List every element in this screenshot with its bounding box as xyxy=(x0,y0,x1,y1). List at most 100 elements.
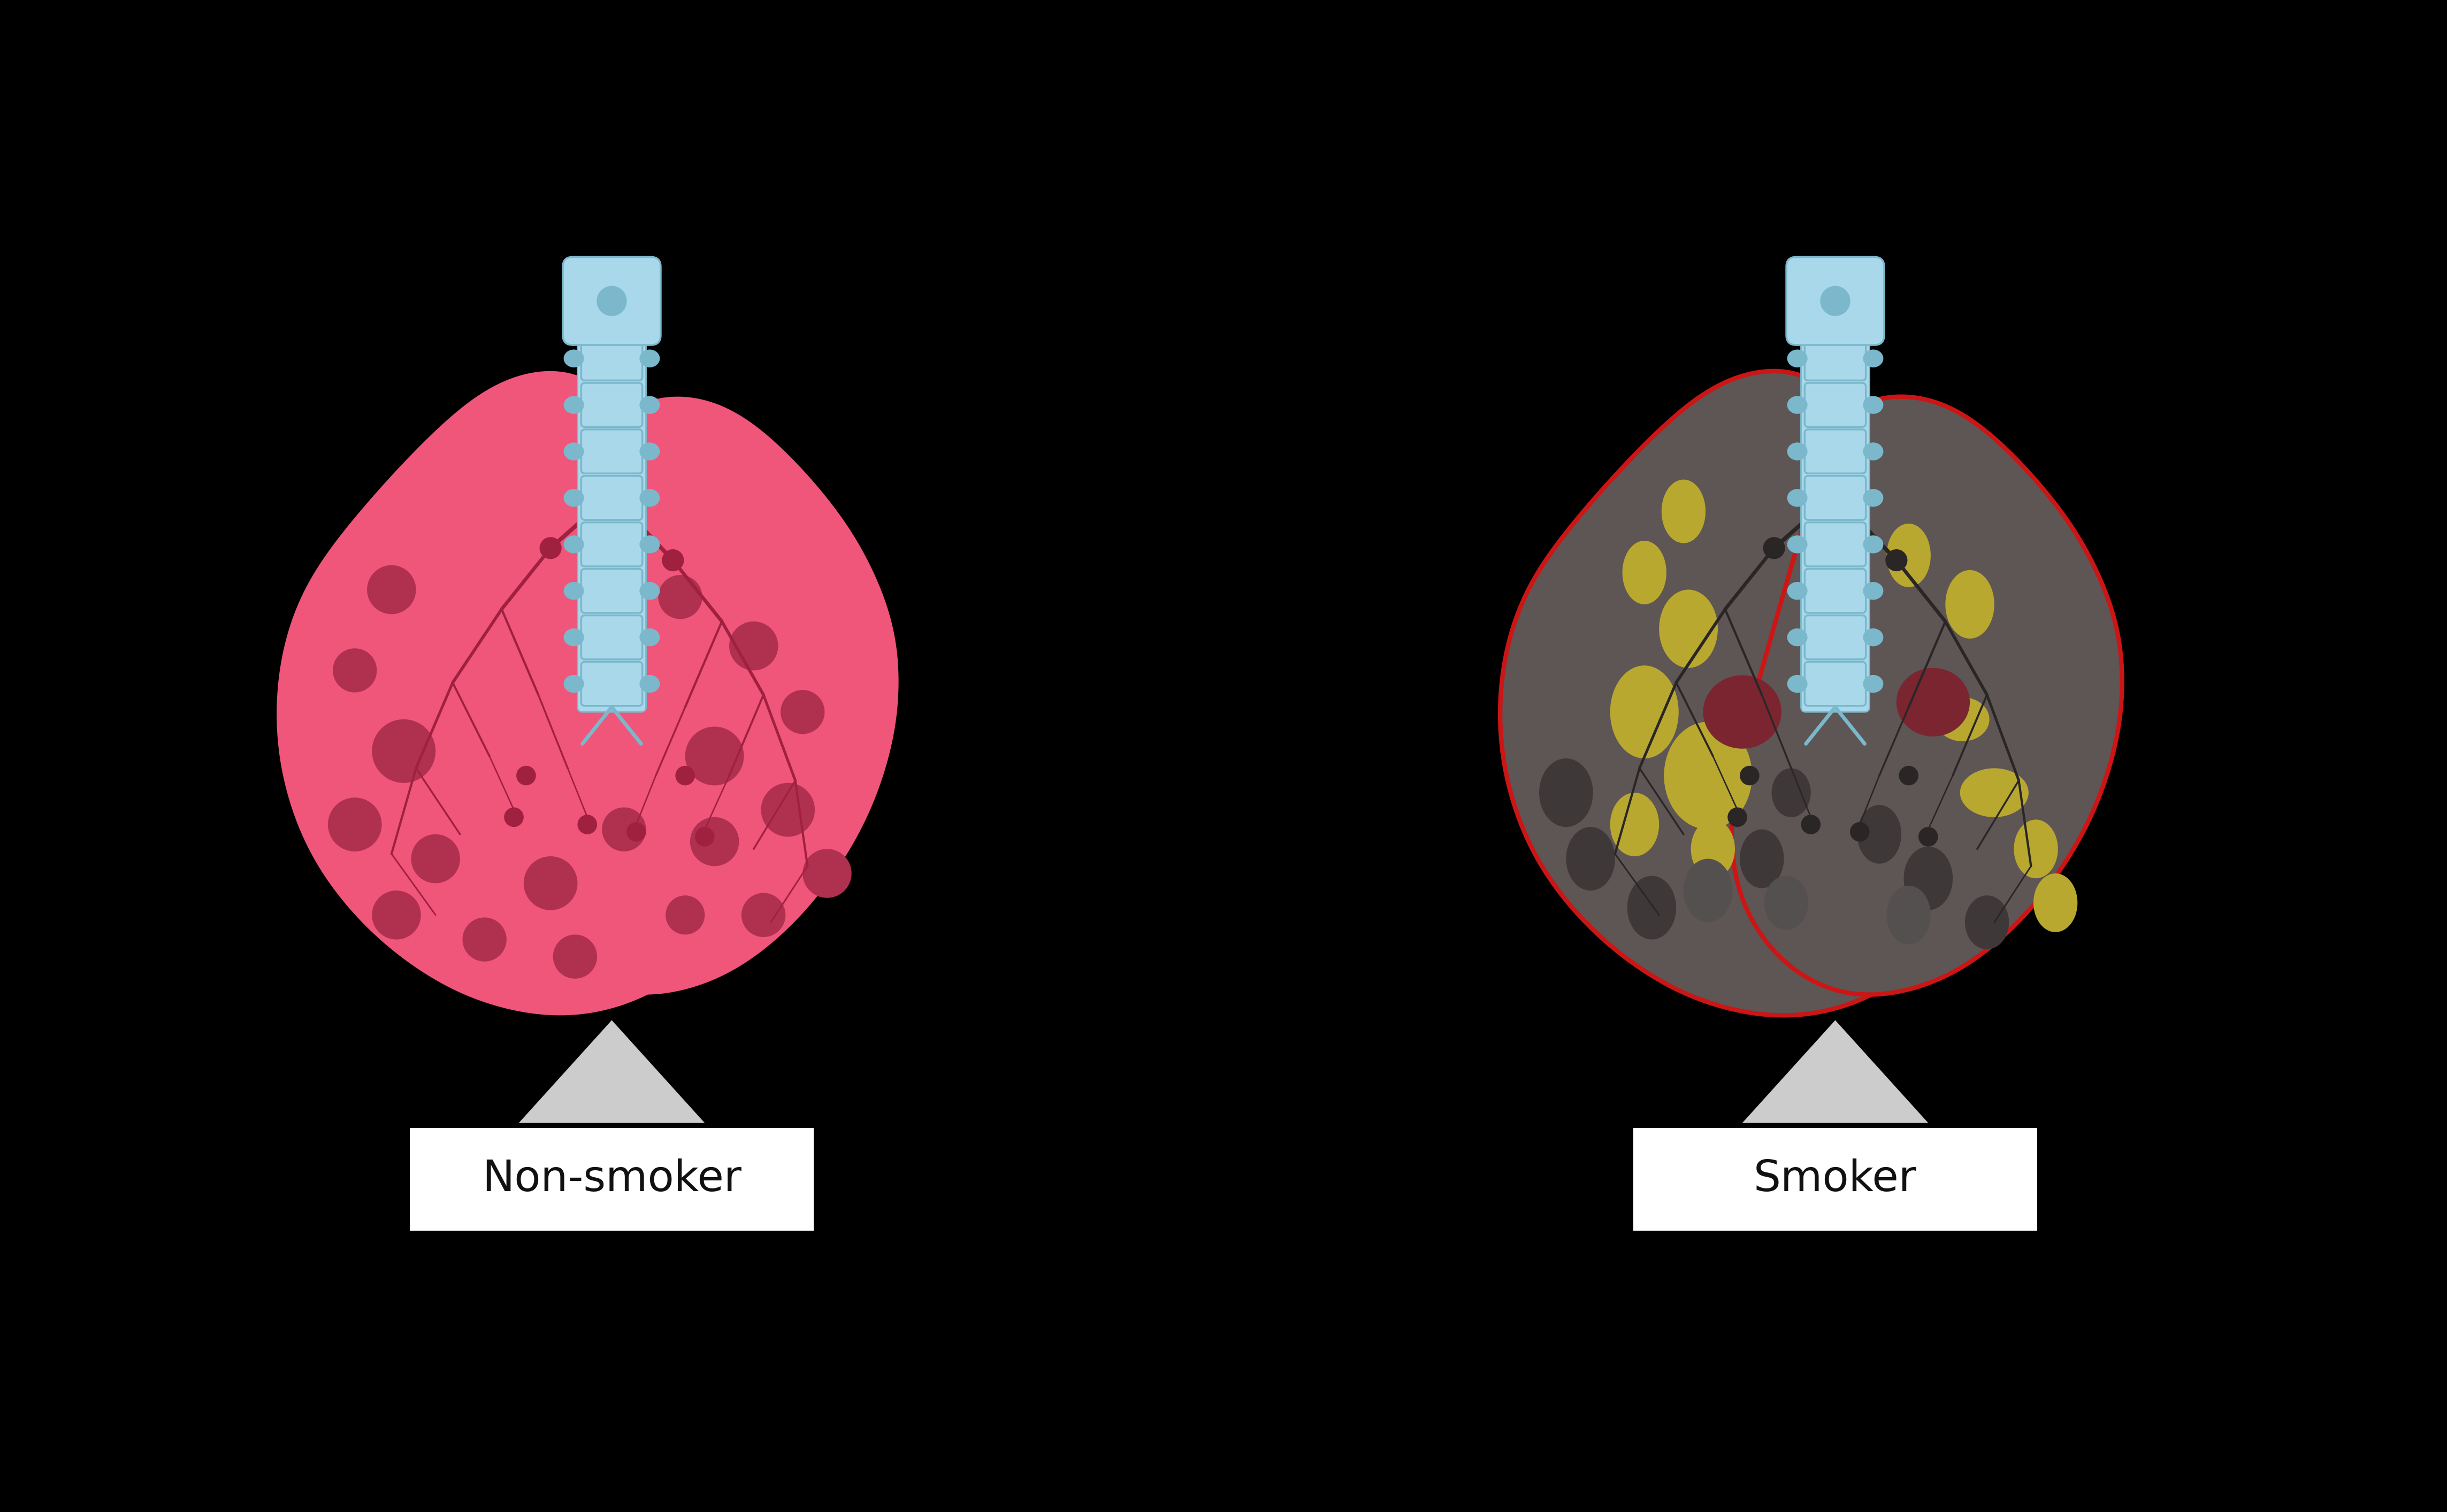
Circle shape xyxy=(602,807,646,851)
Polygon shape xyxy=(277,370,737,1016)
Ellipse shape xyxy=(639,396,658,413)
Polygon shape xyxy=(509,396,898,995)
Ellipse shape xyxy=(639,535,658,553)
Ellipse shape xyxy=(1703,676,1781,748)
Circle shape xyxy=(690,816,739,866)
Ellipse shape xyxy=(639,629,658,646)
Circle shape xyxy=(658,575,702,618)
Ellipse shape xyxy=(1610,665,1679,759)
Ellipse shape xyxy=(1684,859,1732,922)
Text: Non-smoker: Non-smoker xyxy=(482,1158,741,1201)
FancyBboxPatch shape xyxy=(1803,476,1865,520)
Circle shape xyxy=(661,549,685,572)
FancyBboxPatch shape xyxy=(1803,522,1865,567)
Ellipse shape xyxy=(1857,804,1901,863)
Ellipse shape xyxy=(1887,523,1931,587)
Ellipse shape xyxy=(2033,874,2078,931)
Polygon shape xyxy=(1732,396,2122,995)
FancyBboxPatch shape xyxy=(563,257,661,345)
FancyBboxPatch shape xyxy=(1801,330,1870,712)
Ellipse shape xyxy=(597,286,626,316)
Circle shape xyxy=(372,891,421,939)
FancyBboxPatch shape xyxy=(580,662,641,706)
FancyBboxPatch shape xyxy=(1803,569,1865,612)
Polygon shape xyxy=(1500,370,1960,1016)
FancyBboxPatch shape xyxy=(1786,257,1884,345)
Ellipse shape xyxy=(1664,721,1752,830)
Circle shape xyxy=(1899,765,1918,785)
Ellipse shape xyxy=(1865,535,1882,553)
Circle shape xyxy=(1728,807,1747,827)
Circle shape xyxy=(333,649,377,692)
FancyBboxPatch shape xyxy=(1803,662,1865,706)
Ellipse shape xyxy=(639,490,658,507)
Ellipse shape xyxy=(563,676,582,692)
Circle shape xyxy=(1884,549,1909,572)
Ellipse shape xyxy=(639,443,658,460)
Ellipse shape xyxy=(1896,668,1970,736)
Ellipse shape xyxy=(1865,582,1882,599)
Circle shape xyxy=(1918,827,1938,847)
Ellipse shape xyxy=(1772,768,1811,816)
Ellipse shape xyxy=(1740,830,1784,888)
Circle shape xyxy=(626,823,646,842)
FancyBboxPatch shape xyxy=(580,615,641,659)
Ellipse shape xyxy=(1662,479,1706,543)
FancyBboxPatch shape xyxy=(580,522,641,567)
Circle shape xyxy=(729,621,778,670)
FancyBboxPatch shape xyxy=(1803,383,1865,426)
Ellipse shape xyxy=(1764,875,1808,930)
Ellipse shape xyxy=(1960,768,2029,816)
Ellipse shape xyxy=(1786,535,1806,553)
Ellipse shape xyxy=(1865,349,1882,367)
Ellipse shape xyxy=(1786,629,1806,646)
Circle shape xyxy=(695,827,715,847)
Ellipse shape xyxy=(563,582,582,599)
Circle shape xyxy=(1740,765,1759,785)
FancyBboxPatch shape xyxy=(577,330,646,712)
Polygon shape xyxy=(519,1021,705,1123)
Circle shape xyxy=(761,783,815,836)
FancyBboxPatch shape xyxy=(1803,429,1865,473)
Circle shape xyxy=(411,835,460,883)
Ellipse shape xyxy=(563,349,582,367)
Circle shape xyxy=(524,856,577,910)
Ellipse shape xyxy=(1786,490,1806,507)
FancyBboxPatch shape xyxy=(580,337,641,381)
Circle shape xyxy=(1801,815,1821,835)
Circle shape xyxy=(675,765,695,785)
FancyBboxPatch shape xyxy=(580,476,641,520)
Circle shape xyxy=(516,765,536,785)
Ellipse shape xyxy=(1610,792,1659,856)
Circle shape xyxy=(504,807,524,827)
FancyBboxPatch shape xyxy=(580,569,641,612)
Ellipse shape xyxy=(639,676,658,692)
Ellipse shape xyxy=(563,443,582,460)
Ellipse shape xyxy=(563,490,582,507)
Ellipse shape xyxy=(1786,676,1806,692)
Circle shape xyxy=(328,798,382,851)
Ellipse shape xyxy=(1539,759,1593,827)
Ellipse shape xyxy=(1786,396,1806,413)
FancyBboxPatch shape xyxy=(1803,615,1865,659)
Ellipse shape xyxy=(1622,541,1666,605)
Ellipse shape xyxy=(1786,443,1806,460)
FancyBboxPatch shape xyxy=(580,429,641,473)
Circle shape xyxy=(553,934,597,978)
Circle shape xyxy=(666,895,705,934)
Text: Smoker: Smoker xyxy=(1754,1158,1916,1201)
Ellipse shape xyxy=(1945,570,1994,638)
Ellipse shape xyxy=(1821,286,1850,316)
Ellipse shape xyxy=(1904,847,1953,910)
Circle shape xyxy=(1762,537,1784,559)
Ellipse shape xyxy=(1865,443,1882,460)
Ellipse shape xyxy=(563,396,582,413)
Ellipse shape xyxy=(2014,820,2058,878)
Circle shape xyxy=(577,815,597,835)
FancyBboxPatch shape xyxy=(1803,337,1865,381)
Ellipse shape xyxy=(1865,396,1882,413)
FancyBboxPatch shape xyxy=(409,1128,812,1231)
Ellipse shape xyxy=(563,535,582,553)
Circle shape xyxy=(367,565,416,614)
Ellipse shape xyxy=(639,349,658,367)
